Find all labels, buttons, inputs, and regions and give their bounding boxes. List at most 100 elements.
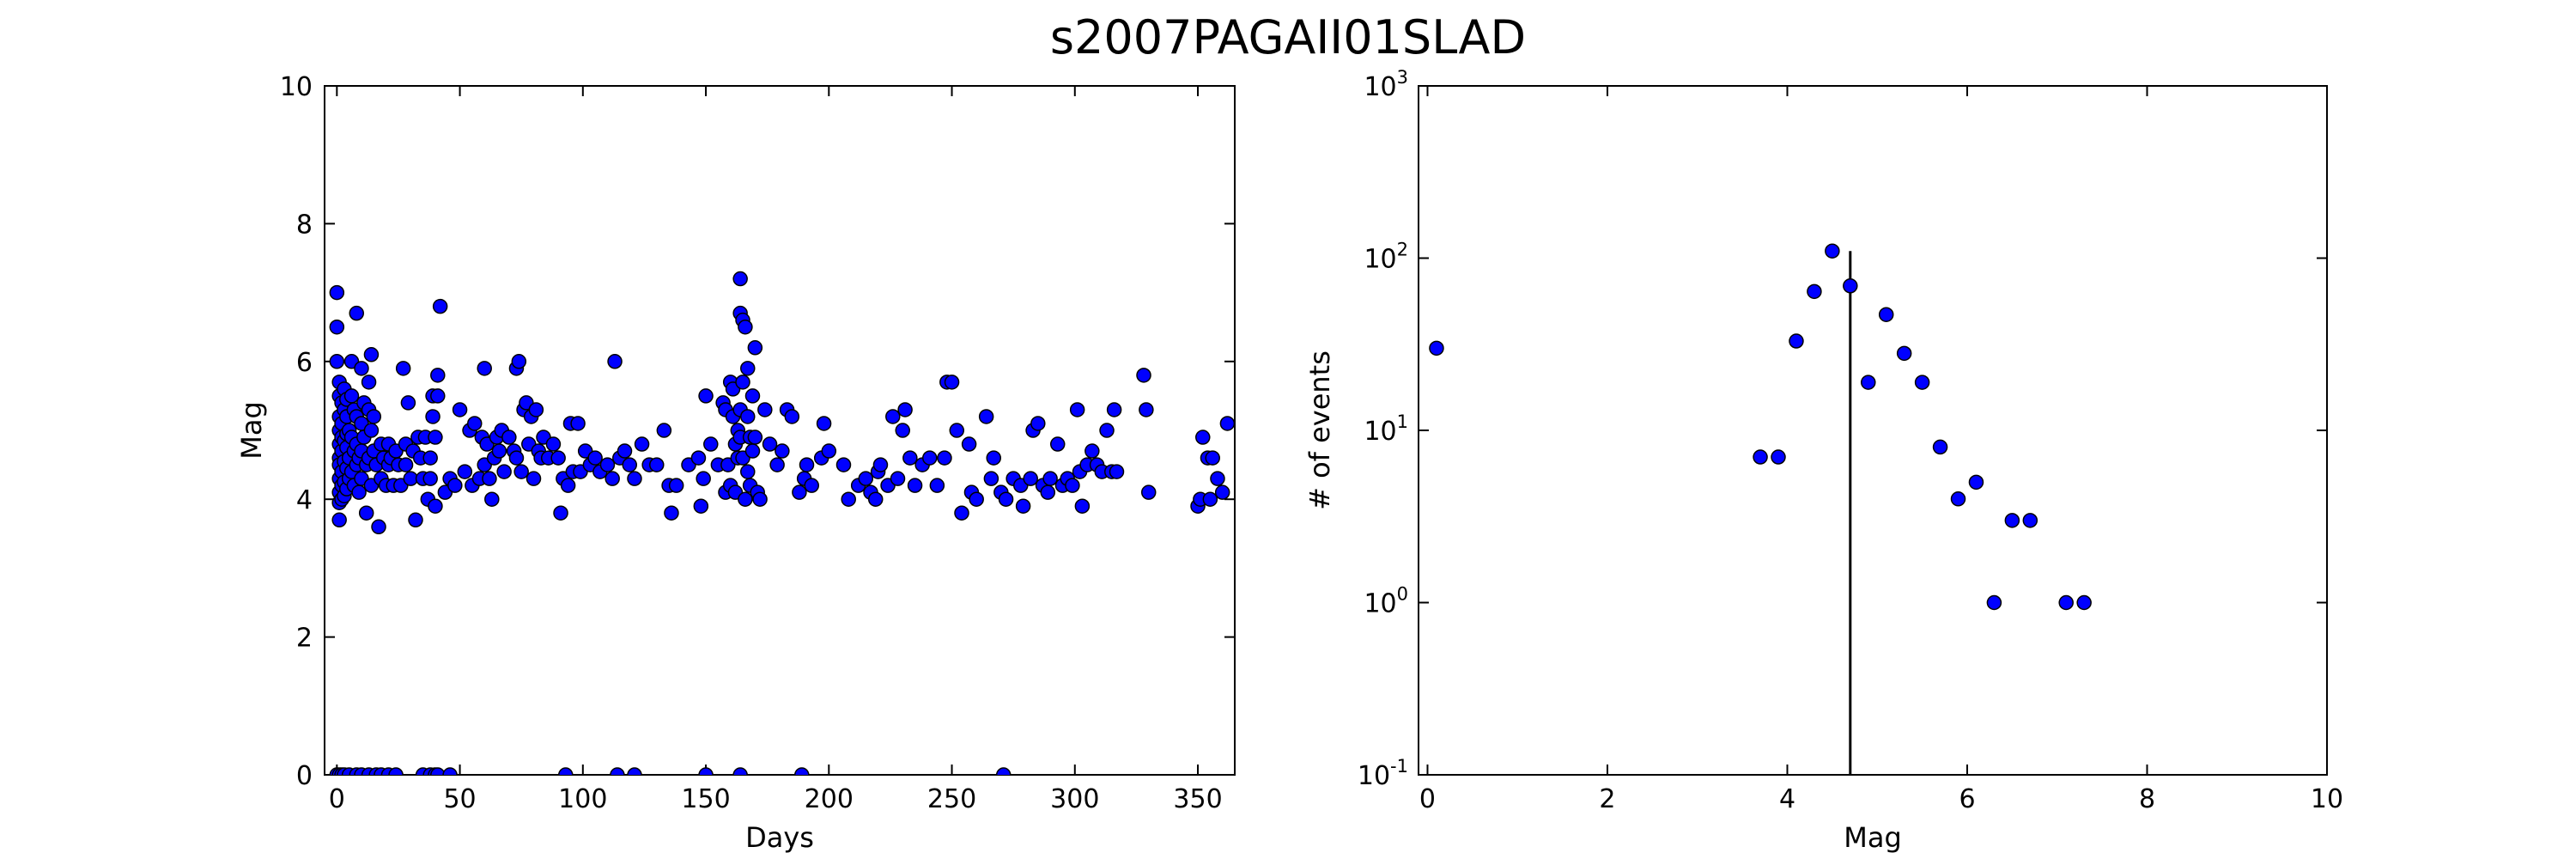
left-data-point	[553, 505, 568, 521]
right-y-tick-label: 10-1	[1358, 756, 1408, 791]
right-x-tick-label: 6	[1959, 784, 1975, 814]
left-data-point	[696, 471, 711, 486]
left-data-point	[457, 464, 473, 479]
left-data-point	[1023, 471, 1038, 486]
left-data-point	[907, 478, 923, 493]
right-y-tick-label: 101	[1364, 411, 1408, 447]
left-data-point	[698, 767, 714, 775]
left-data-point	[668, 478, 684, 493]
left-data-point	[467, 416, 483, 431]
right-y-tick-label: 103	[1364, 67, 1408, 102]
left-data-point	[371, 519, 386, 535]
left-data-point	[430, 388, 446, 404]
left-data-point	[732, 271, 748, 287]
left-data-point	[501, 430, 517, 445]
left-data-point	[388, 767, 404, 775]
right-data-point	[2004, 513, 2020, 528]
left-y-tick-label: 0	[296, 761, 313, 791]
left-data-point	[858, 471, 874, 486]
left-data-point	[735, 375, 750, 390]
right-x-tick-label: 10	[2311, 784, 2343, 814]
left-data-point	[430, 767, 446, 775]
left-data-point	[792, 484, 807, 500]
left-data-point	[738, 491, 753, 507]
left-data-point	[351, 484, 367, 500]
left-data-point	[428, 430, 443, 445]
right-plot-frame	[1418, 85, 2328, 776]
left-data-point	[422, 450, 438, 466]
right-data-point	[1878, 307, 1894, 322]
left-data-point	[511, 354, 527, 369]
left-data-point	[452, 402, 468, 417]
left-data-point	[897, 402, 913, 417]
left-data-point	[969, 491, 984, 507]
right-data-point	[1429, 340, 1444, 356]
left-data-point	[610, 767, 625, 775]
right-data-point	[1753, 449, 1768, 465]
left-data-point	[349, 305, 364, 321]
left-data-point	[508, 450, 525, 466]
left-data-point	[1210, 471, 1225, 486]
left-data-point	[329, 284, 345, 301]
right-y-tick-label: 100	[1364, 584, 1408, 619]
left-x-tick-label: 150	[681, 784, 730, 814]
right-data-point	[2022, 513, 2038, 528]
right-y-tick-label: 102	[1364, 240, 1408, 275]
left-y-axis-label: Mag	[235, 401, 268, 460]
left-plot-frame	[324, 85, 1236, 776]
left-data-point	[983, 471, 999, 486]
magnitude-histogram-panel: Mag # of events 0 2 4 6 8 10 10-1 100 101 102 103	[1303, 67, 2343, 854]
left-data-point	[929, 478, 945, 493]
left-data-point	[343, 388, 360, 404]
left-data-point	[558, 767, 574, 775]
left-data-point	[937, 450, 952, 466]
right-data-point	[1950, 491, 1966, 507]
left-data-point	[1106, 402, 1122, 417]
left-points	[329, 271, 1235, 775]
left-data-point	[744, 443, 761, 459]
left-data-point	[627, 767, 642, 775]
left-data-point	[1099, 423, 1115, 438]
left-data-point	[329, 319, 345, 335]
left-data-point	[762, 436, 778, 452]
left-data-point	[329, 354, 345, 369]
left-data-point	[703, 436, 719, 452]
left-data-point	[363, 423, 380, 438]
left-data-point	[656, 423, 672, 438]
left-x-tick-label: 100	[558, 784, 607, 814]
left-data-point	[482, 471, 497, 486]
left-data-point	[740, 464, 756, 479]
left-data-point	[747, 340, 763, 356]
left-data-point	[1042, 471, 1058, 486]
left-data-point	[1219, 416, 1235, 431]
left-data-point	[747, 430, 763, 445]
days-vs-mag-panel: Days Mag 0 50 100 150 200 250 300 350 0 2 4 6 8 10	[235, 72, 1236, 854]
left-data-point	[895, 423, 910, 438]
left-data-point	[484, 491, 500, 507]
left-data-point	[570, 416, 586, 431]
left-data-point	[872, 457, 889, 472]
left-y-tick-label: 8	[296, 210, 313, 240]
left-data-point	[922, 450, 938, 466]
left-data-point	[1069, 402, 1085, 417]
left-data-point	[816, 416, 832, 431]
left-data-point	[513, 464, 529, 479]
left-data-point	[560, 478, 576, 493]
left-data-point	[995, 767, 1012, 775]
left-data-point	[835, 457, 852, 472]
left-data-point	[775, 443, 790, 459]
left-data-point	[1015, 498, 1031, 514]
left-data-point	[358, 505, 374, 521]
left-data-point	[432, 298, 448, 314]
right-data-point	[1932, 439, 1948, 455]
left-data-point	[698, 388, 714, 404]
left-data-point	[757, 402, 773, 417]
left-y-tick-label: 2	[296, 624, 313, 654]
left-data-point	[587, 450, 603, 466]
left-data-point	[744, 388, 761, 404]
left-data-point	[740, 361, 756, 376]
right-x-tick-label: 8	[2139, 784, 2155, 814]
right-data-point	[2076, 594, 2092, 611]
left-x-axis-label: Days	[745, 821, 814, 854]
left-data-point	[430, 368, 446, 383]
